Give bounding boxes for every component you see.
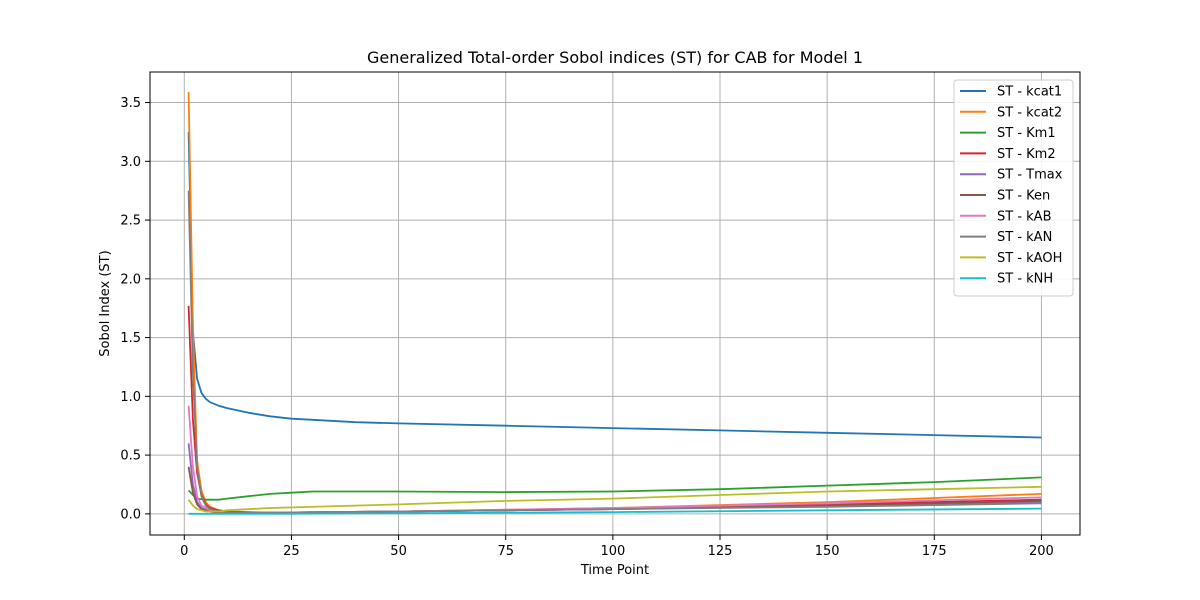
x-tick-label: 125 [708,544,733,559]
y-tick-label: 1.0 [120,390,141,405]
legend-label-kaoh: ST - kAOH [997,251,1062,266]
legend-label-tmax: ST - Tmax [997,168,1063,183]
legend: ST - kcat1 ST - kcat2 ST - Km1 ST - Km2 ST -… [953,79,1074,297]
legend-label-kcat2: ST - kcat2 [997,105,1062,120]
x-tick-label: 50 [390,544,407,559]
axis-ticks: 0 25 50 75 100 125 150 175 200 0.0 0.5 1.0 1.5 2.0 2.5… [120,96,1054,559]
x-tick-label: 100 [600,544,625,559]
x-tick-label: 75 [497,544,514,559]
legend-label-km1: ST - Km1 [997,126,1056,141]
x-tick-label: 175 [922,544,947,559]
x-tick-label: 200 [1029,544,1054,559]
series-line-kcat1 [187,131,1042,439]
series-lines [187,91,1042,515]
x-tick-label: 0 [180,544,188,559]
y-tick-label: 0.5 [120,449,141,464]
legend-label-ken: ST - Ken [997,189,1050,204]
x-tick-label: 150 [815,544,840,559]
y-tick-label: 0.0 [120,507,141,522]
series-line-kaoh [187,485,1042,513]
chart-title: Generalized Total-order Sobol indices (S… [367,48,863,67]
x-axis-label: Time Point [580,563,649,578]
x-tick-label: 25 [283,544,300,559]
legend-box [953,79,1074,297]
y-tick-label: 3.5 [120,96,141,111]
y-tick-label: 3.0 [120,155,141,170]
legend-label-kcat1: ST - kcat1 [997,85,1062,100]
legend-label-kab: ST - kAB [997,209,1052,224]
plot-frame [149,71,1081,536]
y-tick-label: 2.5 [120,214,141,229]
y-axis-label: Sobol Index (ST) [98,250,113,356]
y-tick-label: 2.0 [120,272,141,287]
y-tick-label: 1.5 [120,331,141,346]
legend-label-kan: ST - kAN [997,230,1052,245]
series-line-knh [188,507,1042,515]
legend-label-km2: ST - Km2 [997,147,1056,162]
legend-label-knh: ST - kNH [997,272,1053,287]
